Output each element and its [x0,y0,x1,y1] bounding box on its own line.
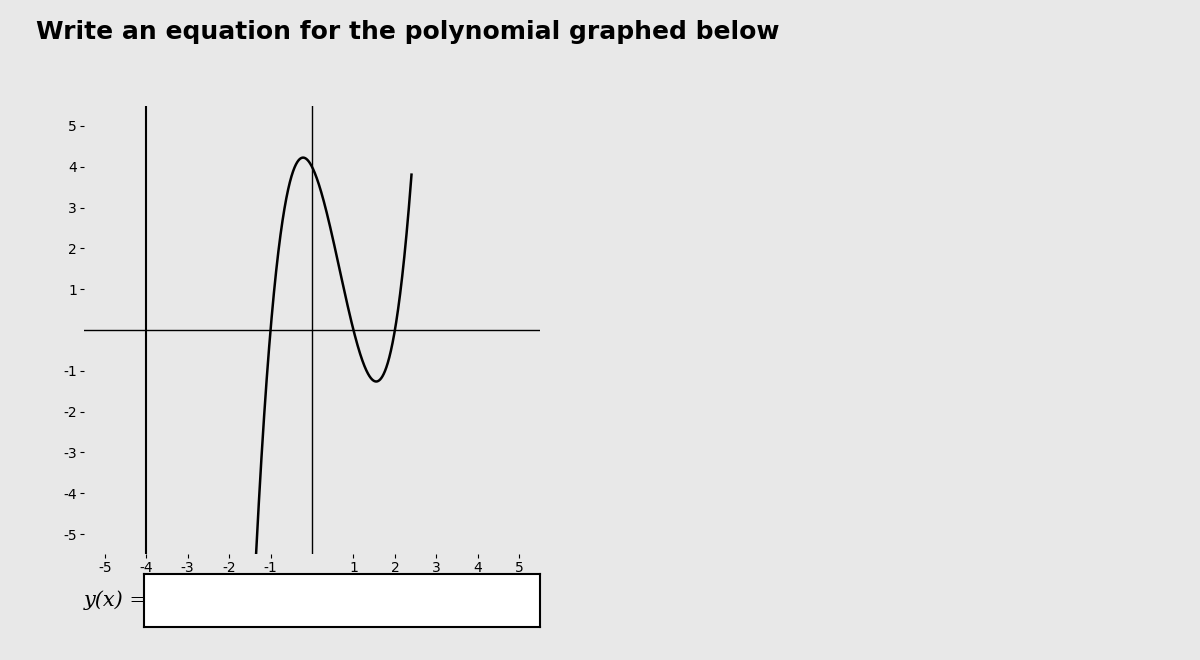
Text: Write an equation for the polynomial graphed below: Write an equation for the polynomial gra… [36,20,780,44]
Text: y(x) =: y(x) = [84,591,148,611]
